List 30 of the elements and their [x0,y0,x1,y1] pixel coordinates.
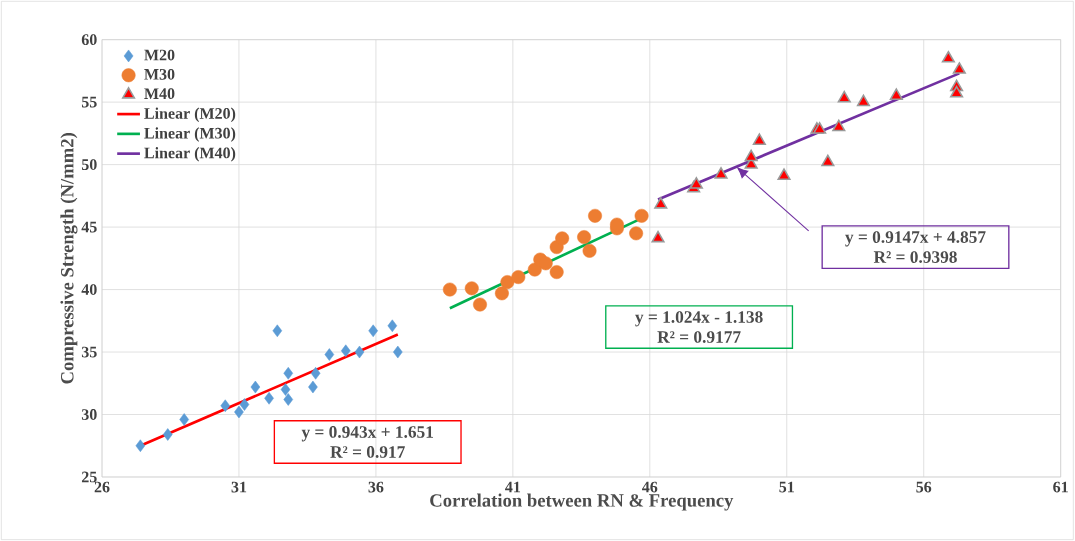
x-tick-label: 46 [642,481,658,493]
x-tick-label: 31 [231,481,247,493]
x-tick-label: 26 [94,481,110,493]
y-axis-title: Compressive Strength (N/mm2) [60,133,78,384]
x-tick-label: 51 [779,481,794,493]
y-tick-label: 60 [81,34,97,46]
legend-label: Linear (M40) [144,147,236,162]
y-tick-label: 30 [81,409,97,420]
legend-label: M30 [144,68,175,80]
y-tick-label: 40 [81,284,97,295]
annotation: R² = 0.917 [330,446,405,458]
annotation: y = 0.943x + 1.651 [301,426,433,442]
y-tick-label: 55 [81,96,97,108]
x-axis-title: Correlation between RN & Frequency [430,493,734,511]
annotation: y = 1.024x - 1.138 [635,311,763,327]
y-tick-label: 45 [81,221,97,233]
annotation: y = 0.9147x + 4.857 [845,231,986,247]
y-tick-label: 50 [81,159,97,170]
x-tick-label: 56 [916,481,932,493]
annotation: R² = 0.9398 [873,251,957,263]
legend-label: M40 [144,88,175,100]
annotation: R² = 0.9177 [657,331,741,343]
y-tick-label: 35 [81,346,97,358]
legend-label: Linear (M20) [144,107,236,123]
legend-label: Linear (M30) [144,127,236,142]
x-tick-label: 61 [1053,481,1068,493]
y-tick-label: 25 [81,471,97,483]
x-tick-label: 41 [505,481,521,493]
legend-label: M20 [144,49,175,61]
x-tick-label: 36 [368,481,384,493]
